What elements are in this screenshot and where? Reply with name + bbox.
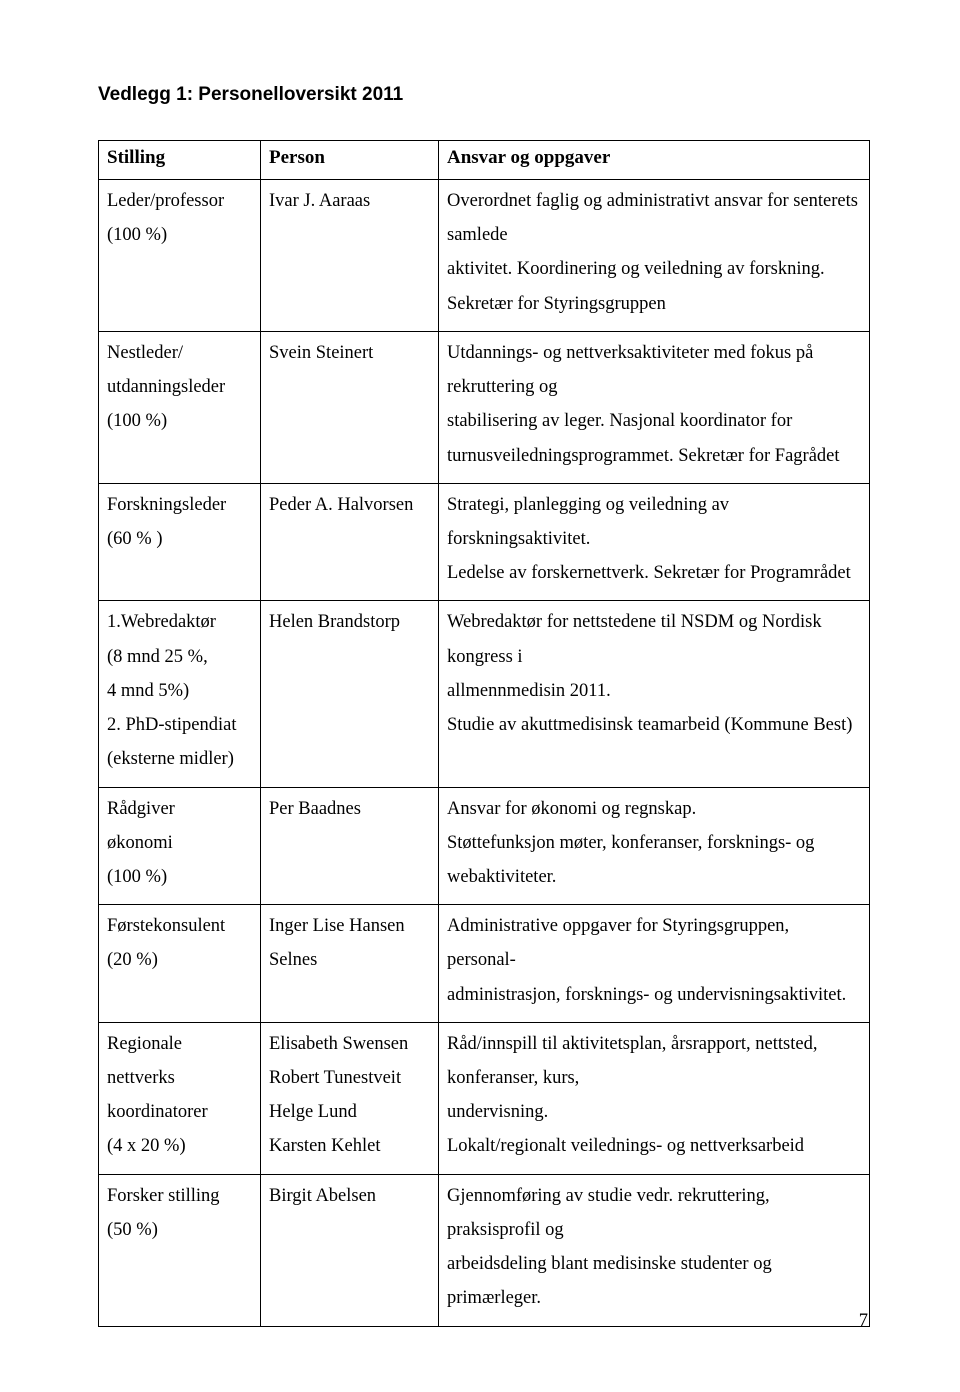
col-header-person: Person xyxy=(261,141,439,180)
text-line: undervisning. xyxy=(447,1095,861,1129)
table-row: Leder/professor (100 %) Ivar J. Aaraas O… xyxy=(99,180,870,332)
text-line: Per Baadnes xyxy=(269,792,430,826)
text-line: Nestleder/ xyxy=(107,336,252,370)
cell-stilling: Førstekonsulent (20 %) xyxy=(99,905,261,1023)
col-header-ansvar: Ansvar og oppgaver xyxy=(439,141,870,180)
text-line: Helen Brandstorp xyxy=(269,605,430,639)
text-line: arbeidsdeling blant medisinske studenter… xyxy=(447,1247,861,1315)
text-line: Peder A. Halvorsen xyxy=(269,488,430,522)
text-line: (60 % ) xyxy=(107,522,252,556)
text-line: Ivar J. Aaraas xyxy=(269,184,430,218)
text-line: koordinatorer xyxy=(107,1095,252,1129)
text-line: Gjennomføring av studie vedr. rekrutteri… xyxy=(447,1179,861,1247)
text-line: Støttefunksjon møter, konferanser, forsk… xyxy=(447,826,861,894)
text-line: (4 x 20 %) xyxy=(107,1129,252,1163)
text-line: Strategi, planlegging og veiledning av f… xyxy=(447,488,861,556)
text-line: administrasjon, forsknings- og undervisn… xyxy=(447,978,861,1012)
cell-ansvar: Utdannings- og nettverksaktiviteter med … xyxy=(439,331,870,483)
cell-stilling: Forskningsleder (60 % ) xyxy=(99,483,261,601)
cell-ansvar: Overordnet faglig og administrativt ansv… xyxy=(439,180,870,332)
table-row: Nestleder/ utdanningsleder (100 %) Svein… xyxy=(99,331,870,483)
cell-person: Helen Brandstorp xyxy=(261,601,439,787)
text-line: (8 mnd 25 %, xyxy=(107,640,252,674)
cell-ansvar: Råd/innspill til aktivitetsplan, årsrapp… xyxy=(439,1022,870,1174)
cell-person: Birgit Abelsen xyxy=(261,1174,439,1326)
page: Vedlegg 1: Personelloversikt 2011 Stilli… xyxy=(0,0,960,1392)
text-line: Helge Lund xyxy=(269,1095,430,1129)
text-line: (eksterne midler) xyxy=(107,742,252,776)
text-line: Leder/professor xyxy=(107,184,252,218)
table-row: Forskningsleder (60 % ) Peder A. Halvors… xyxy=(99,483,870,601)
text-line: stabilisering av leger. Nasjonal koordin… xyxy=(447,404,861,438)
cell-stilling: Leder/professor (100 %) xyxy=(99,180,261,332)
cell-stilling: Nestleder/ utdanningsleder (100 %) xyxy=(99,331,261,483)
text-line: Karsten Kehlet xyxy=(269,1129,430,1163)
text-line: 2. PhD-stipendiat xyxy=(107,708,252,742)
page-number: 7 xyxy=(859,1311,868,1332)
cell-ansvar: Strategi, planlegging og veiledning av f… xyxy=(439,483,870,601)
text-line: Inger Lise Hansen xyxy=(269,909,430,943)
text-line: Utdannings- og nettverksaktiviteter med … xyxy=(447,336,861,404)
cell-person: Ivar J. Aaraas xyxy=(261,180,439,332)
cell-ansvar: Gjennomføring av studie vedr. rekrutteri… xyxy=(439,1174,870,1326)
text-line: Svein Steinert xyxy=(269,336,430,370)
text-line: Sekretær for Styringsgruppen xyxy=(447,287,861,321)
text-line: Webredaktør for nettstedene til NSDM og … xyxy=(447,605,861,673)
text-line: (100 %) xyxy=(107,860,252,894)
text-line: (20 %) xyxy=(107,943,252,977)
cell-person: Per Baadnes xyxy=(261,787,439,905)
text-line: Studie av akuttmedisinsk teamarbeid (Kom… xyxy=(447,708,861,742)
text-line: Råd/innspill til aktivitetsplan, årsrapp… xyxy=(447,1027,861,1095)
cell-person: Peder A. Halvorsen xyxy=(261,483,439,601)
cell-person: Svein Steinert xyxy=(261,331,439,483)
cell-ansvar: Ansvar for økonomi og regnskap. Støttefu… xyxy=(439,787,870,905)
text-line: Selnes xyxy=(269,943,430,977)
text-line: 1.Webredaktør xyxy=(107,605,252,639)
text-line: (100 %) xyxy=(107,404,252,438)
text-line: nettverks xyxy=(107,1061,252,1095)
table-row: Regionale nettverks koordinatorer (4 x 2… xyxy=(99,1022,870,1174)
text-line: Ansvar for økonomi og regnskap. xyxy=(447,792,861,826)
text-line: (50 %) xyxy=(107,1213,252,1247)
text-line: Forsker stilling xyxy=(107,1179,252,1213)
cell-person: Elisabeth Swensen Robert Tunestveit Helg… xyxy=(261,1022,439,1174)
text-line: turnusveiledningsprogrammet. Sekretær fo… xyxy=(447,439,861,473)
page-title: Vedlegg 1: Personelloversikt 2011 xyxy=(98,84,870,106)
table-row: Førstekonsulent (20 %) Inger Lise Hansen… xyxy=(99,905,870,1023)
cell-stilling: Rådgiver økonomi (100 %) xyxy=(99,787,261,905)
text-line: Lokalt/regionalt veilednings- og nettver… xyxy=(447,1129,861,1163)
table-row: 1.Webredaktør (8 mnd 25 %, 4 mnd 5%) 2. … xyxy=(99,601,870,787)
text-line: Robert Tunestveit xyxy=(269,1061,430,1095)
text-line: Regionale xyxy=(107,1027,252,1061)
table-row: Rådgiver økonomi (100 %) Per Baadnes Ans… xyxy=(99,787,870,905)
text-line: utdanningsleder xyxy=(107,370,252,404)
cell-ansvar: Administrative oppgaver for Styringsgrup… xyxy=(439,905,870,1023)
text-line: Elisabeth Swensen xyxy=(269,1027,430,1061)
text-line: 4 mnd 5%) xyxy=(107,674,252,708)
cell-stilling: 1.Webredaktør (8 mnd 25 %, 4 mnd 5%) 2. … xyxy=(99,601,261,787)
text-line: Birgit Abelsen xyxy=(269,1179,430,1213)
text-line: Rådgiver xyxy=(107,792,252,826)
text-line: (100 %) xyxy=(107,218,252,252)
table-row: Forsker stilling (50 %) Birgit Abelsen G… xyxy=(99,1174,870,1326)
text-line: Forskningsleder xyxy=(107,488,252,522)
text-line: aktivitet. Koordinering og veiledning av… xyxy=(447,252,861,286)
text-line: økonomi xyxy=(107,826,252,860)
cell-ansvar: Webredaktør for nettstedene til NSDM og … xyxy=(439,601,870,787)
cell-stilling: Forsker stilling (50 %) xyxy=(99,1174,261,1326)
text-line: Administrative oppgaver for Styringsgrup… xyxy=(447,909,861,977)
text-line: allmennmedisin 2011. xyxy=(447,674,861,708)
text-line: Førstekonsulent xyxy=(107,909,252,943)
cell-stilling: Regionale nettverks koordinatorer (4 x 2… xyxy=(99,1022,261,1174)
personnel-table: Stilling Person Ansvar og oppgaver Leder… xyxy=(98,140,870,1327)
text-line: Overordnet faglig og administrativt ansv… xyxy=(447,184,861,252)
text-line: Ledelse av forskernettverk. Sekretær for… xyxy=(447,556,861,590)
table-header-row: Stilling Person Ansvar og oppgaver xyxy=(99,141,870,180)
cell-person: Inger Lise Hansen Selnes xyxy=(261,905,439,1023)
col-header-stilling: Stilling xyxy=(99,141,261,180)
